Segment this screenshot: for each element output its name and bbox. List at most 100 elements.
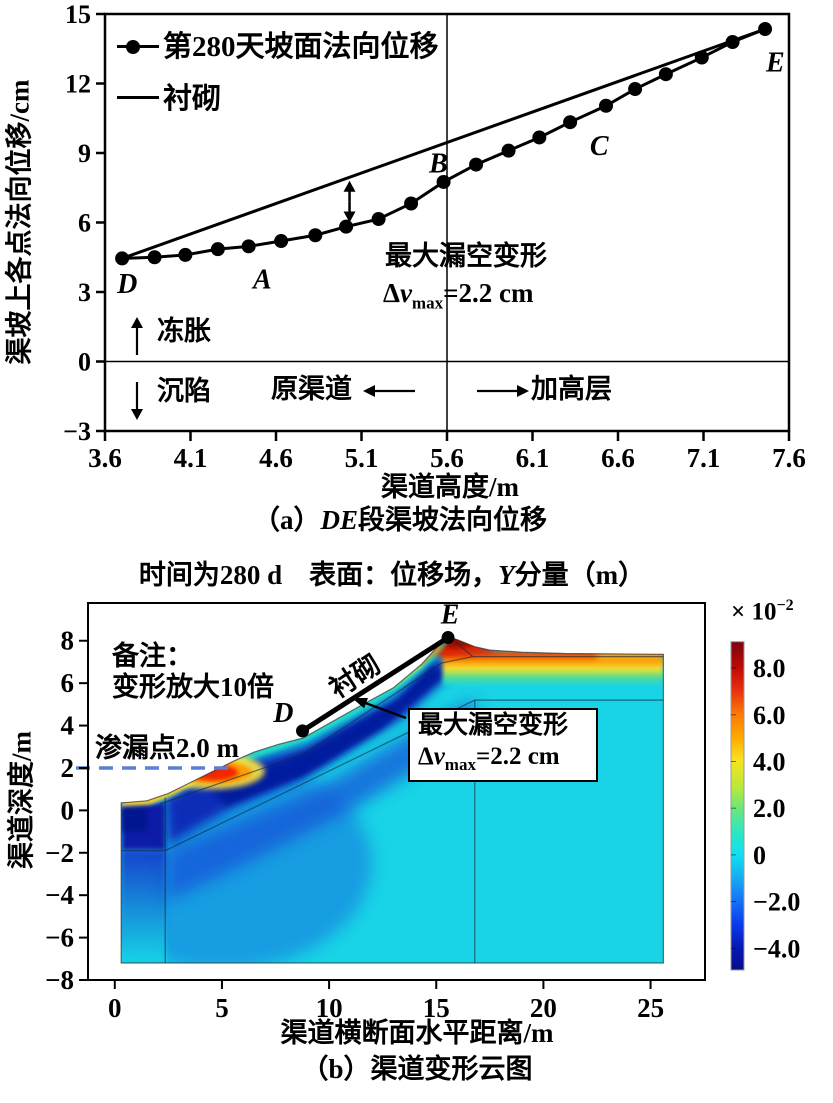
data-point [241, 239, 256, 254]
zone-label-raised-layer: 加高层 [531, 374, 612, 404]
svg-text:6.1: 6.1 [516, 443, 550, 473]
data-point [147, 250, 162, 265]
data-point [274, 234, 289, 249]
svg-text:6: 6 [61, 668, 75, 698]
chart-a-x-axis-label: 渠道高度/m [381, 472, 519, 502]
svg-text:3: 3 [78, 278, 91, 307]
svg-text:−8: −8 [45, 965, 74, 995]
mesh-lines [121, 641, 664, 963]
svg-text:6: 6 [78, 209, 91, 238]
data-point [210, 242, 225, 257]
svg-text:D: D [272, 698, 293, 729]
colorbar-exponent-label: × 10−2 [731, 597, 794, 626]
chart-a-annotation-line1: 最大漏空变形 [385, 241, 547, 271]
svg-text:3.6: 3.6 [88, 443, 122, 473]
annotation-arrow [352, 698, 407, 720]
chart-b-note: 备注： 变形放大10倍 [112, 641, 274, 703]
data-point [371, 212, 386, 227]
note-line2: 变形放大10倍 [112, 672, 274, 703]
legend-label-displacement: 第280天坡面法向位移 [163, 31, 439, 63]
svg-text:25: 25 [637, 993, 664, 1023]
svg-text:5: 5 [215, 993, 229, 1023]
zone-label-settlement: 沉陷 [157, 376, 211, 406]
svg-text:4: 4 [61, 711, 75, 741]
data-point [758, 22, 773, 37]
chart-b-caption: （b）渠道变形云图 [301, 1054, 533, 1084]
domain-outline [120, 635, 664, 964]
svg-text:−3: −3 [63, 417, 91, 446]
svg-text:5.6: 5.6 [430, 443, 464, 473]
svg-text:D: D [116, 269, 137, 300]
svg-text:4.6: 4.6 [259, 443, 293, 473]
svg-text:5.1: 5.1 [345, 443, 379, 473]
data-point [436, 174, 451, 189]
chart-b-x-axis-label: 渠道横断面水平距离/m [280, 1018, 554, 1048]
svg-text:−4.0: −4.0 [753, 934, 800, 963]
svg-text:7.6: 7.6 [772, 443, 806, 473]
data-point [599, 98, 614, 113]
svg-text:4.1: 4.1 [174, 443, 208, 473]
svg-text:E: E [440, 600, 460, 631]
chart-b-title: 时间为280 d 表面：位移场，Y分量（m） [138, 560, 646, 590]
data-point [563, 115, 578, 130]
data-point [115, 251, 130, 266]
max-gap-double-arrow [343, 180, 356, 223]
chart-b-y-axis-label: 渠道深度/m [6, 731, 37, 869]
svg-text:9: 9 [78, 139, 91, 168]
svg-text:6.6: 6.6 [601, 443, 635, 473]
svg-text:0: 0 [78, 348, 91, 377]
zone-arrows [131, 317, 529, 420]
svg-text:2.0: 2.0 [753, 794, 786, 823]
colorbar: 8.0 6.0 4.0 2.0 0 −2.0 −4.0 [730, 641, 800, 971]
data-point [658, 67, 673, 82]
box-annotation-formula: Δvmax=2.2 cm [418, 742, 560, 774]
max-gap-annotation-box: 最大漏空变形 Δvmax=2.2 cm [408, 708, 598, 782]
data-point [725, 35, 740, 50]
data-point [532, 130, 547, 145]
chart-a-reference-lines [105, 14, 789, 431]
lining-line: DE [272, 600, 459, 738]
series-lining-line [121, 27, 766, 260]
legend-plainline-swatch [117, 96, 159, 99]
svg-text:A: A [251, 264, 272, 295]
svg-text:0: 0 [753, 841, 766, 870]
svg-text:10: 10 [316, 993, 343, 1023]
data-point [628, 82, 643, 97]
svg-text:15: 15 [423, 993, 450, 1023]
svg-text:20: 20 [530, 993, 557, 1023]
legend-label-lining: 衬砌 [163, 83, 222, 115]
box-annotation-line1: 最大漏空变形 [418, 712, 569, 739]
svg-text:2: 2 [61, 753, 75, 783]
chart-a-canvas: 15 12 9 6 3 0 −33.6 4.1 4.6 5.1 5.6 6.1 6.6 7.1 7.6 D A B… [63, 0, 806, 473]
svg-text:B: B [428, 148, 448, 179]
svg-text:4.0: 4.0 [753, 747, 786, 776]
series-displacement [115, 22, 773, 266]
svg-text:−2: −2 [45, 838, 74, 868]
svg-text:C: C [590, 131, 609, 162]
data-point [501, 143, 516, 158]
zone-label-original-channel: 原渠道 [271, 374, 352, 404]
svg-text:−6: −6 [45, 923, 74, 953]
svg-text:7.1: 7.1 [687, 443, 721, 473]
chart-a-point-labels: D A B C E [116, 48, 785, 300]
chart-a-annotation-formula: Δvmax=2.2 cm [383, 278, 534, 313]
svg-text:6.0: 6.0 [753, 701, 786, 730]
note-line1: 备注： [112, 641, 193, 671]
data-point [308, 228, 323, 243]
svg-text:E: E [765, 48, 785, 79]
data-point [404, 196, 419, 211]
svg-text:8: 8 [61, 626, 75, 656]
data-point [694, 50, 709, 65]
chart-a-y-axis-label: 渠坡上各点法向位移/cm [4, 79, 35, 365]
data-point [178, 247, 193, 262]
svg-text:−2.0: −2.0 [753, 888, 800, 917]
svg-text:15: 15 [65, 0, 91, 29]
svg-text:12: 12 [65, 70, 91, 99]
svg-text:0: 0 [61, 795, 75, 825]
svg-text:−4: −4 [45, 880, 74, 910]
leak-point-label: 渗漏点2.0 m [95, 733, 239, 763]
chart-a-caption: （a）DE段渠坡法向位移 [252, 505, 548, 535]
data-point [339, 219, 354, 234]
